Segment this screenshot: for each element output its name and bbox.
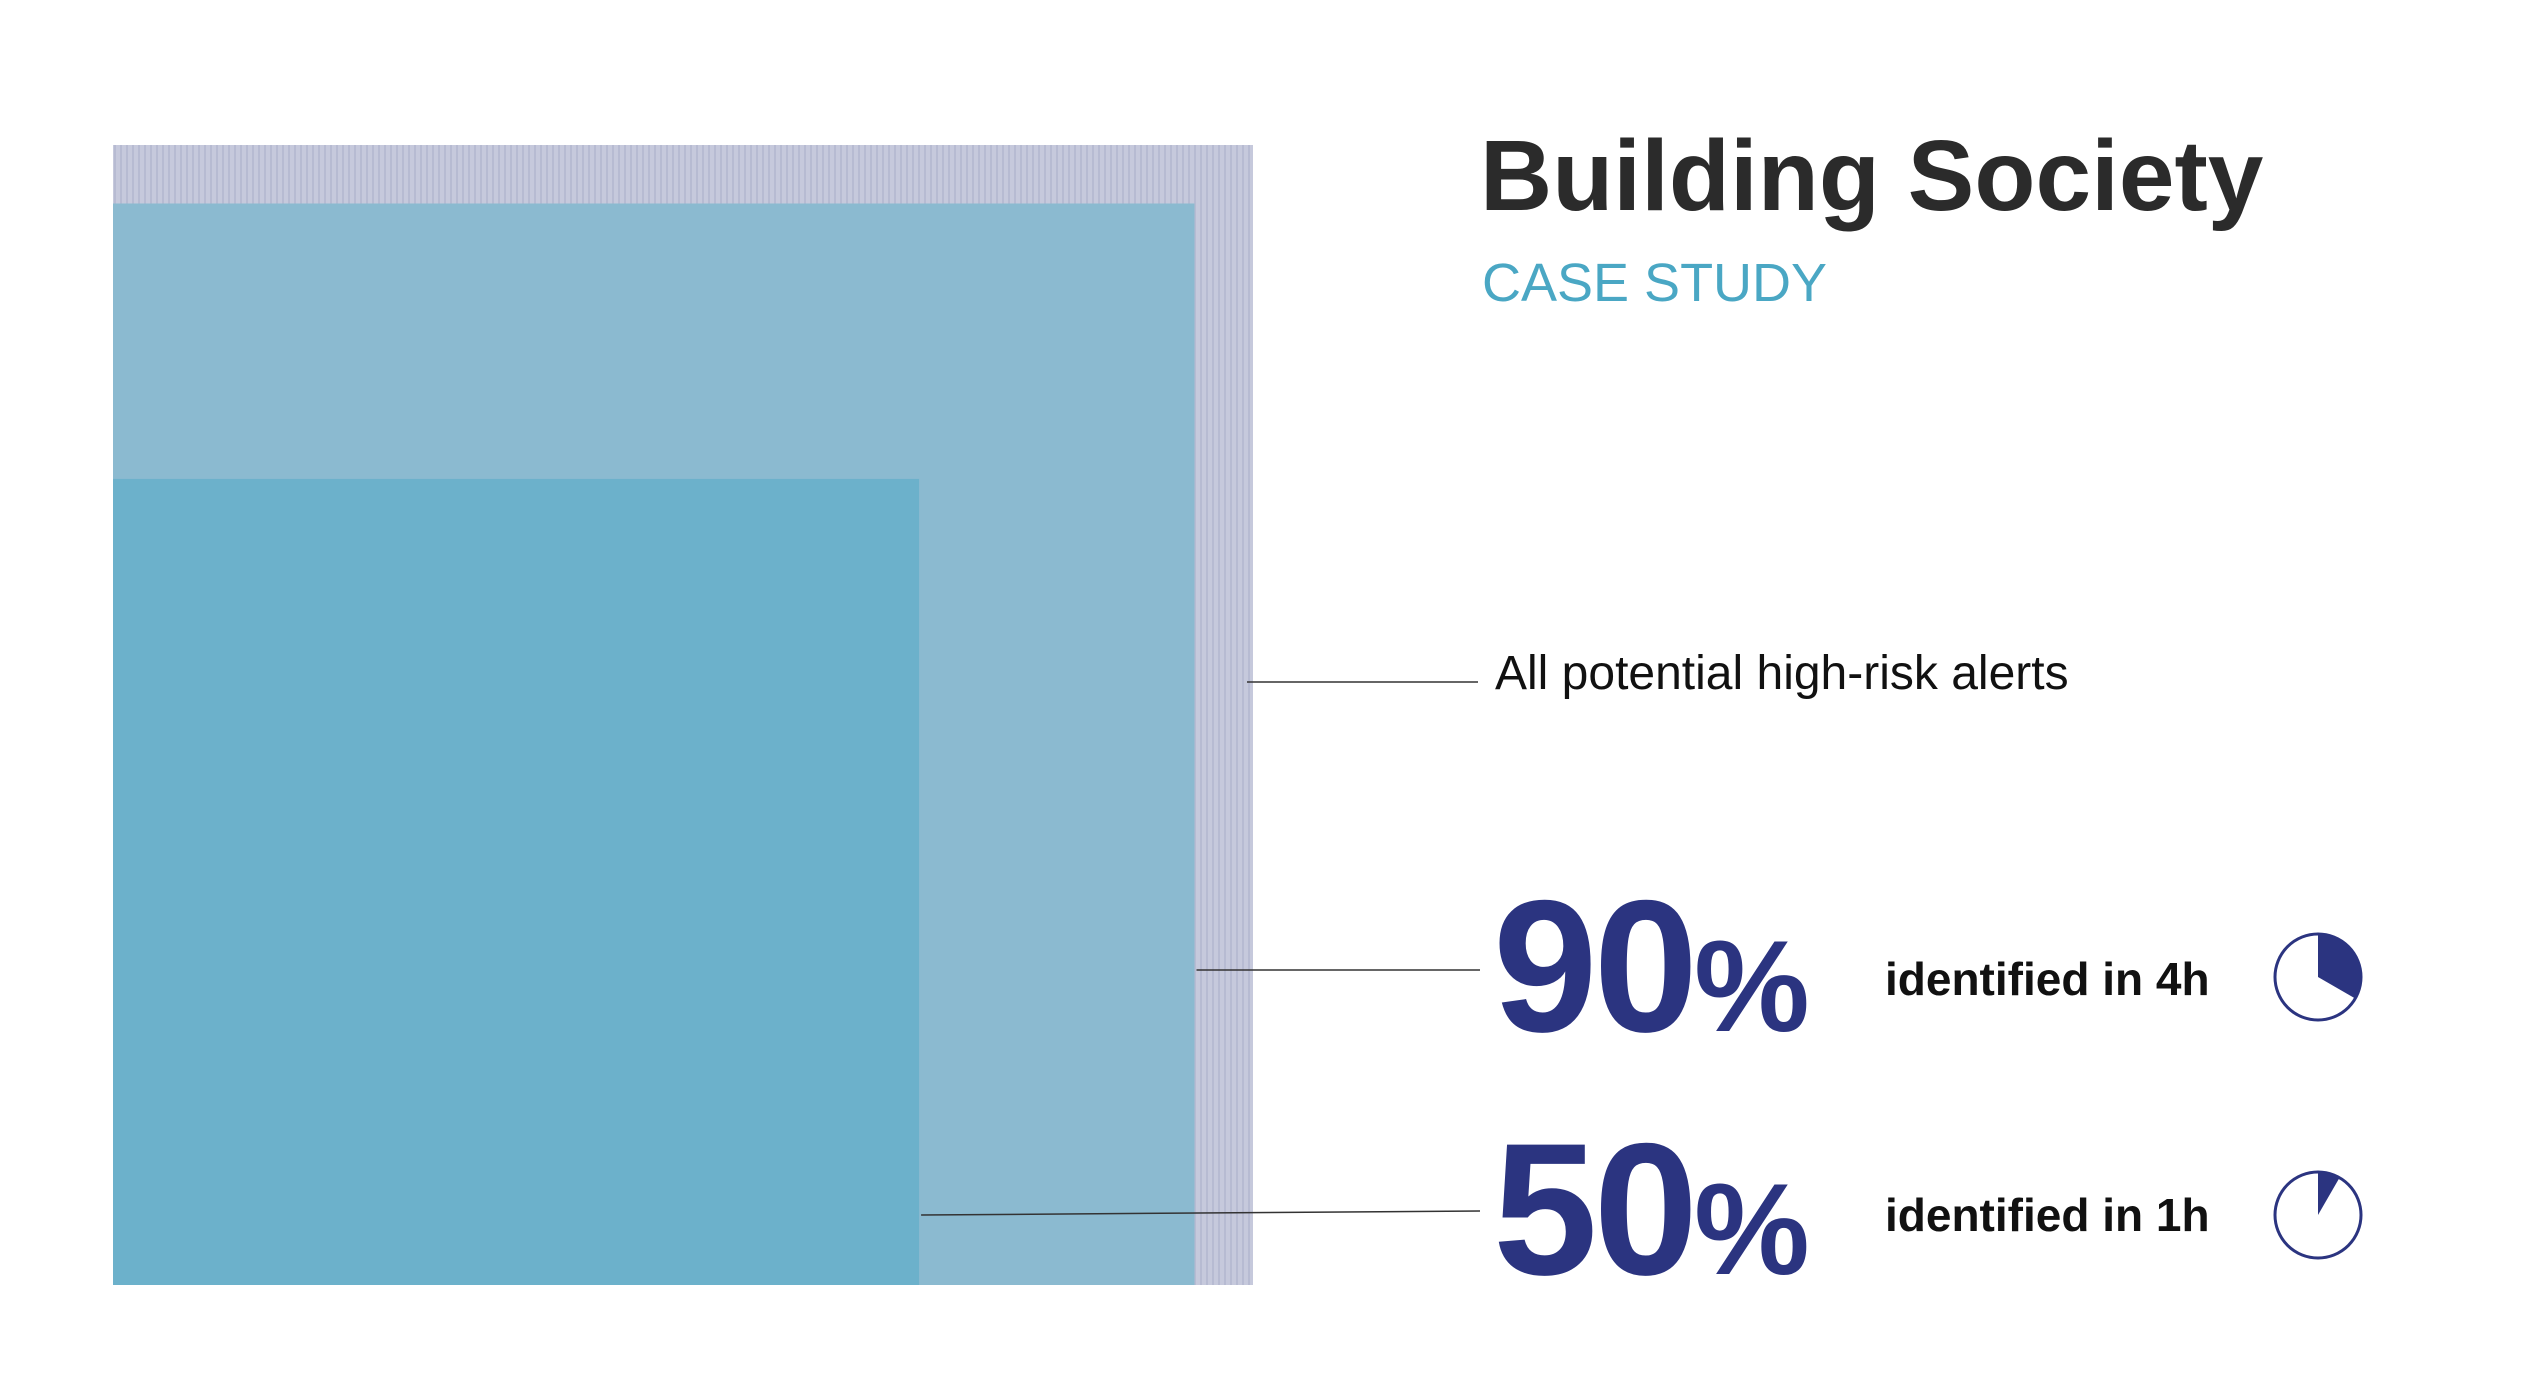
- stat-90-unit: %: [1694, 913, 1810, 1059]
- stat-90-description: identified in 4h: [1885, 953, 2210, 1005]
- leader-50-percent: [921, 1210, 1481, 1216]
- stat-50-percent: 50%: [1493, 1115, 1810, 1303]
- clock-4h-icon: [2273, 932, 2363, 1022]
- stat-50-value: 50: [1493, 1104, 1698, 1314]
- stat-50-description: identified in 1h: [1885, 1189, 2210, 1241]
- clock-1h-icon: [2273, 1170, 2363, 1260]
- stat-50-unit: %: [1694, 1156, 1810, 1302]
- total-alerts-label: All potential high-risk alerts: [1495, 647, 2069, 700]
- chart-title: Building Society: [1480, 120, 2264, 232]
- chart-subtitle: CASE STUDY: [1482, 253, 1828, 313]
- area-50-percent: [113, 478, 920, 1285]
- stat-90-value: 90: [1493, 861, 1698, 1071]
- stat-90-percent: 90%: [1493, 872, 1810, 1060]
